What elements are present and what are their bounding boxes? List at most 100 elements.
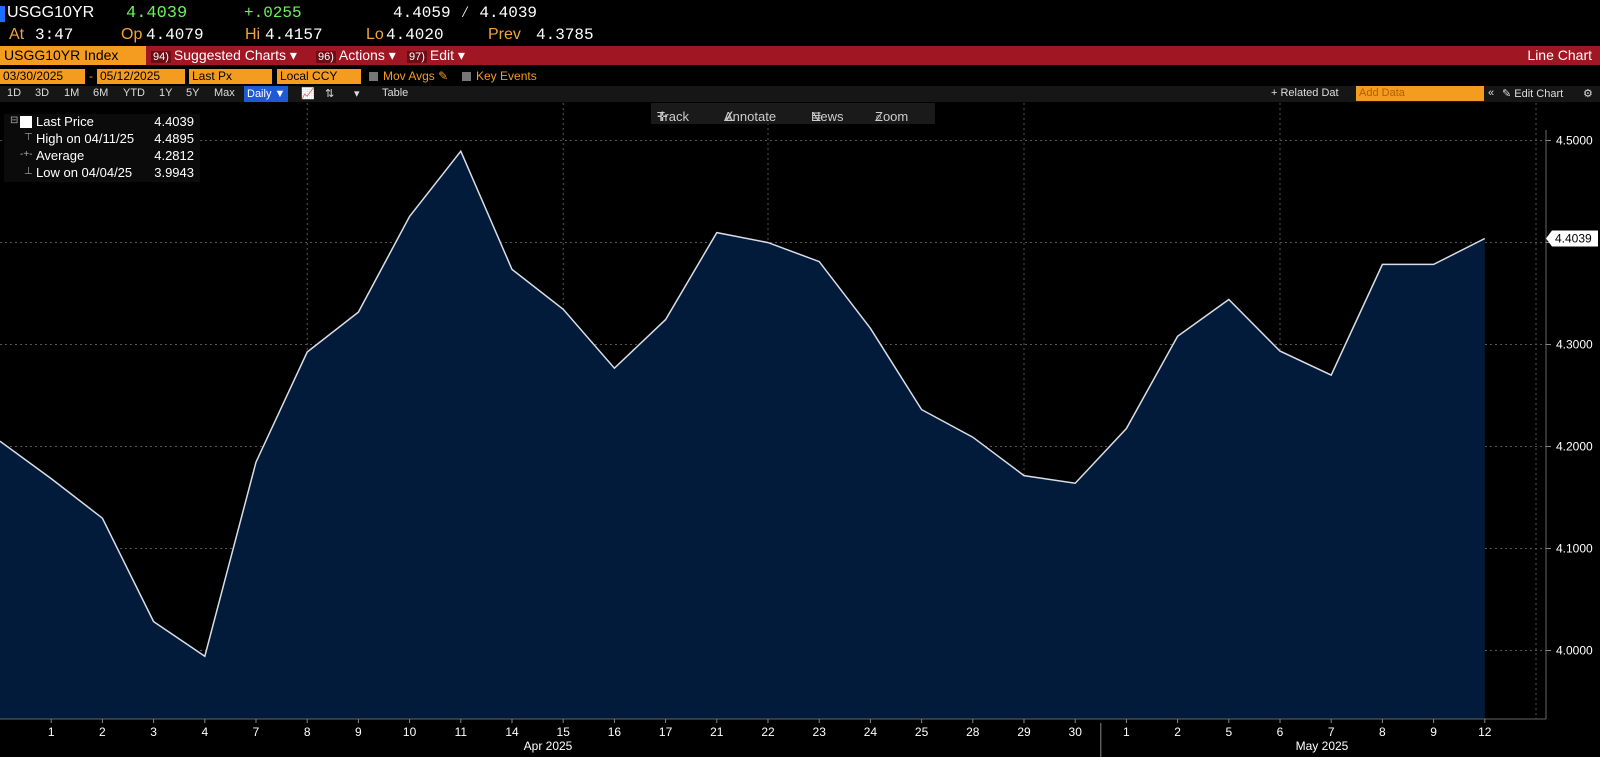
table-button[interactable]: Table xyxy=(382,87,409,99)
legend-low[interactable]: ⊥ Low on 04/04/25 3.9943 xyxy=(4,165,200,182)
suggested-charts-number: 94) xyxy=(151,51,171,63)
x-tick-label-20: 29 xyxy=(1017,725,1031,739)
actions-number: 96) xyxy=(316,51,336,63)
pencil-icon: ✎ xyxy=(1502,88,1512,100)
legend-last-price-value: 4.4039 xyxy=(154,114,194,129)
time-label: At xyxy=(9,26,25,43)
x-tick-label-8: 10 xyxy=(403,725,417,739)
price-field-select[interactable]: Last Px xyxy=(189,69,272,84)
mov-avgs-toggle[interactable]: Mov Avgs ✎ xyxy=(369,69,448,84)
edit-label: Edit ▾ xyxy=(429,47,465,63)
add-data-field[interactable]: Add Data xyxy=(1356,86,1484,101)
x-tick-label-6: 8 xyxy=(304,725,311,739)
period-max[interactable]: Max xyxy=(214,87,235,99)
security-marker xyxy=(0,6,5,22)
month-label-apr: Apr 2025 xyxy=(524,739,573,753)
key-events-toggle[interactable]: Key Events xyxy=(462,69,537,84)
month-label-may: May 2025 xyxy=(1296,739,1349,753)
collapse-icon[interactable]: « xyxy=(1488,87,1495,99)
ticker[interactable]: USGG10YR xyxy=(7,4,95,21)
low-marker-icon: ⊥ xyxy=(24,166,33,177)
open-label: Op xyxy=(121,26,143,43)
time-value: 3:47 xyxy=(35,26,74,44)
x-tick-label-3: 3 xyxy=(150,725,157,739)
edit-menu[interactable]: 97) Edit ▾ xyxy=(407,47,465,64)
key-events-label: Key Events xyxy=(476,69,537,83)
x-tick-label-5: 7 xyxy=(253,725,260,739)
period-toolbar: 1D 3D 1M 6M YTD 1Y 5Y Max Daily ▼ 📈 ⇅ ▾ … xyxy=(0,86,1600,102)
last-price: 4.4039 xyxy=(126,4,188,23)
prev-value: 4.3785 xyxy=(536,26,594,44)
frequency-select[interactable]: Daily ▼ xyxy=(244,86,289,102)
legend-last-price-label: Last Price xyxy=(36,114,94,129)
period-1d[interactable]: 1D xyxy=(7,87,22,99)
period-1y[interactable]: 1Y xyxy=(159,87,173,99)
track-label: Track xyxy=(657,109,690,124)
period-5y[interactable]: 5Y xyxy=(186,87,200,99)
suggested-charts-label: Suggested Charts ▾ xyxy=(173,47,297,63)
last-value-tag: 4.4039 xyxy=(1546,230,1598,247)
legend-average[interactable]: -+- Average 4.2812 xyxy=(4,148,200,165)
price-line[interactable] xyxy=(0,149,1486,658)
annotate-label: Annotate xyxy=(724,109,777,124)
low-value: 4.4020 xyxy=(386,26,444,44)
suggested-charts-menu[interactable]: 94) Suggested Charts ▾ xyxy=(151,47,297,64)
legend: ⊟ Last Price 4.4039 ⊤ High on 04/11/25 4… xyxy=(4,114,200,182)
related-data-button[interactable]: + Related Dat xyxy=(1271,87,1339,99)
quote-row-2: At 3:47 Op 4.4079 Hi 4.4157 Lo 4.4020 Pr… xyxy=(0,26,1600,48)
chart-tools-bar: ✛ Track ∠ Annotate ≣ News ⌕ Zoom xyxy=(651,103,935,124)
x-tick-label-21: 30 xyxy=(1069,725,1083,739)
security-field[interactable]: USGG10YR Index xyxy=(0,46,146,65)
legend-last-price[interactable]: ⊟ Last Price 4.4039 xyxy=(4,114,200,131)
actions-menu[interactable]: 96) Actions ▾ xyxy=(316,47,396,64)
news-icon: ≣ xyxy=(811,109,822,124)
x-tick-label-22: 1 xyxy=(1123,725,1130,739)
annotate-icon: ∠ xyxy=(724,109,736,124)
x-tick-label-23: 2 xyxy=(1174,725,1181,739)
average-marker-icon: -+- xyxy=(20,149,33,160)
news-label: News xyxy=(811,109,844,124)
x-tick-label-25: 6 xyxy=(1277,725,1284,739)
quote-row-1: USGG10YR 4.4039 +.0255 4.4059 ⁄ 4.4039 xyxy=(0,4,1600,26)
y-tick-label-2: 4.2000 xyxy=(1556,440,1593,454)
high-value: 4.4157 xyxy=(265,26,323,44)
parameter-row: 03/30/2025 - 05/12/2025 Last Px Local CC… xyxy=(0,69,1600,85)
gear-icon[interactable]: ⚙ xyxy=(1583,88,1593,100)
x-tick-label-19: 28 xyxy=(966,725,980,739)
period-1m[interactable]: 1M xyxy=(64,87,80,99)
low-label: Lo xyxy=(366,26,384,43)
edit-chart-button[interactable]: ✎ Edit Chart xyxy=(1502,87,1563,100)
x-tick-label-7: 9 xyxy=(355,725,362,739)
period-6m[interactable]: 6M xyxy=(93,87,109,99)
mov-avgs-label: Mov Avgs xyxy=(383,69,435,83)
currency-select[interactable]: Local CCY xyxy=(277,69,361,84)
edit-chart-label: Edit Chart xyxy=(1514,88,1564,100)
x-tick-label-1: 1 xyxy=(48,725,55,739)
x-tick-label-28: 9 xyxy=(1430,725,1437,739)
prev-label: Prev xyxy=(488,26,521,43)
legend-high-value: 4.4895 xyxy=(154,131,194,146)
legend-low-label: Low on 04/04/25 xyxy=(36,165,133,180)
period-ytd[interactable]: YTD xyxy=(123,87,145,99)
last-value-tag-box xyxy=(1546,230,1598,247)
high-marker-icon: ⊤ xyxy=(24,132,33,143)
line-style-icon[interactable]: 📈 xyxy=(301,88,315,100)
start-date-field[interactable]: 03/30/2025 xyxy=(0,69,85,84)
y-tick-label-0: 4.0000 xyxy=(1556,644,1593,658)
x-tick-label-26: 7 xyxy=(1328,725,1335,739)
y-tick-label-1: 4.1000 xyxy=(1556,542,1593,556)
period-3d[interactable]: 3D xyxy=(35,87,50,99)
x-tick-label-27: 8 xyxy=(1379,725,1386,739)
dropdown-icon[interactable]: ▾ xyxy=(354,88,360,100)
last-value-tag-text: 4.4039 xyxy=(1555,232,1592,246)
legend-high[interactable]: ⊤ High on 04/11/25 4.4895 xyxy=(4,131,200,148)
net-change: +.0255 xyxy=(244,4,302,22)
zoom-label: Zoom xyxy=(875,109,909,124)
bid-ask: 4.4059 ⁄ 4.4039 xyxy=(393,4,538,22)
edit-number: 97) xyxy=(407,51,427,63)
x-tick-label-2: 2 xyxy=(99,725,106,739)
end-date-field[interactable]: 05/12/2025 xyxy=(97,69,185,84)
sort-icon[interactable]: ⇅ xyxy=(325,88,335,100)
